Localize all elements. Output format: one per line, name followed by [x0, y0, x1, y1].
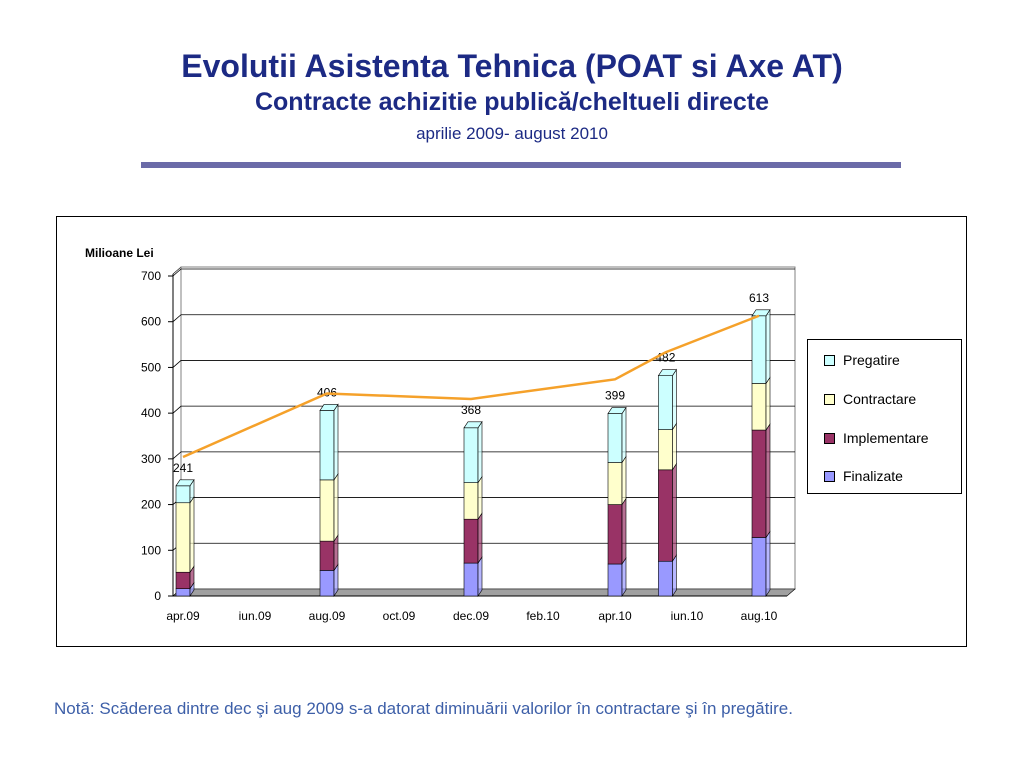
y-tick-label: 200	[141, 498, 161, 512]
bar-side-implementare	[621, 497, 627, 565]
bar-total-label: 399	[605, 389, 625, 403]
bar-segment-contractare	[607, 462, 623, 505]
bar-segment-contractare	[463, 482, 479, 520]
bar-segment-contractare	[658, 429, 673, 471]
bar-segment-finalizate	[463, 562, 479, 597]
back-wall	[180, 266, 796, 590]
y-tick-label: 500	[141, 360, 161, 374]
y-tick-label: 400	[141, 406, 161, 420]
y-axis-title: Milioane Lei	[85, 246, 154, 260]
y-tick-label: 700	[141, 269, 161, 283]
legend-item-pregatire: Pregatire	[824, 350, 900, 370]
bar-side-implementare	[477, 512, 483, 565]
bar-segment-pregatire	[463, 427, 479, 483]
x-tick-label: aug.10	[741, 609, 778, 623]
y-tick-label: 0	[154, 589, 161, 603]
bar-side-finalizate	[672, 554, 677, 597]
title-divider	[141, 162, 901, 168]
bar-side-finalizate	[765, 530, 771, 597]
bar-segment-pregatire	[751, 315, 767, 384]
bar-segment-pregatire	[319, 410, 335, 481]
gridline	[172, 268, 795, 277]
bar-top	[175, 479, 195, 487]
bar-side-pregatire	[621, 406, 627, 464]
bar-segment-implementare	[463, 518, 479, 564]
x-tick-label: feb.10	[526, 609, 560, 623]
x-tick-label: apr.10	[598, 609, 632, 623]
x-tick-label: oct.09	[383, 609, 416, 623]
bar-total-label: 368	[461, 403, 481, 417]
legend-item-contractare: Contractare	[824, 389, 916, 409]
trend-line	[182, 314, 760, 459]
bar-side-contractare	[333, 472, 339, 543]
bar-side-finalizate	[477, 556, 483, 597]
bar-segment-contractare	[751, 383, 767, 431]
bar-side-contractare	[765, 376, 771, 432]
legend-label-finalizate: Finalizate	[843, 468, 903, 484]
bar-side-contractare	[477, 475, 483, 521]
chart-legend: Pregatire Contractare Implementare Final…	[807, 339, 962, 494]
bar-segment-implementare	[319, 540, 335, 571]
legend-item-implementare: Implementare	[824, 428, 929, 448]
bar-segment-pregatire	[658, 375, 673, 430]
bar-segment-finalizate	[607, 563, 623, 597]
legend-label-contractare: Contractare	[843, 391, 917, 407]
bar-segment-finalizate	[751, 537, 767, 597]
legend-swatch-implementare	[824, 432, 835, 444]
gridline	[172, 314, 795, 323]
bar-side-contractare	[672, 422, 677, 471]
bar-segment-finalizate	[658, 560, 673, 597]
x-tick-label: aug.09	[309, 609, 346, 623]
bar-segment-implementare	[658, 469, 673, 562]
bar-segment-pregatire	[607, 413, 623, 463]
bar-side-contractare	[189, 495, 195, 574]
page-subtitle: Contracte achizitie publică/cheltueli di…	[254, 88, 770, 116]
legend-swatch-pregatire	[824, 354, 835, 366]
bar-side-implementare	[672, 462, 677, 563]
legend-label-pregatire: Pregatire	[843, 352, 900, 368]
chart-floor	[172, 588, 796, 597]
bar-segment-implementare	[751, 429, 767, 538]
bar-side-pregatire	[765, 308, 771, 385]
y-tick-label: 300	[141, 452, 161, 466]
bar-segment-contractare	[175, 502, 191, 573]
gridline	[172, 451, 795, 460]
bar-side-contractare	[621, 455, 627, 506]
bar-side-pregatire	[672, 368, 677, 431]
x-tick-label: apr.09	[166, 609, 200, 623]
x-tick-label: iun.10	[671, 609, 704, 623]
y-tick-label: 100	[141, 543, 161, 557]
bar-total-label: 613	[749, 291, 769, 305]
bar-top	[657, 369, 677, 376]
gridline	[172, 405, 795, 414]
bar-segment-implementare	[607, 504, 623, 565]
bar-top	[463, 421, 483, 429]
stacked-bar-chart: 0 100 200 300 400 500 600 700 Milioane Lei apr.09…	[85, 246, 796, 623]
bar-segment-finalizate	[175, 588, 191, 597]
bar-segment-contractare	[319, 479, 335, 542]
legend-label-implementare: Implementare	[843, 430, 929, 446]
bar-segment-implementare	[175, 571, 191, 589]
bar-side-finalizate	[621, 557, 627, 597]
bar-side-pregatire	[477, 420, 483, 484]
x-tick-label: iun.09	[239, 609, 272, 623]
y-tick-label: 600	[141, 315, 161, 329]
page-title: Evolutii Asistenta Tehnica (POAT si Axe …	[181, 48, 843, 84]
bar-side-pregatire	[333, 403, 339, 481]
legend-swatch-finalizate	[824, 470, 835, 482]
bar-top	[751, 309, 771, 317]
bar-side-implementare	[765, 423, 771, 539]
legend-item-finalizate: Finalizate	[824, 466, 903, 486]
period-label: aprilie 2009- august 2010	[416, 124, 608, 143]
bar-segment-pregatire	[175, 485, 191, 504]
bar-top	[319, 404, 339, 411]
bar-top	[607, 407, 627, 414]
bar-segment-finalizate	[319, 570, 335, 597]
x-tick-label: dec.09	[453, 609, 489, 623]
legend-swatch-contractare	[824, 393, 835, 405]
gridline	[172, 360, 795, 368]
footnote: Notă: Scăderea dintre dec şi aug 2009 s-…	[54, 699, 793, 718]
bar-total-label: 241	[173, 461, 193, 475]
